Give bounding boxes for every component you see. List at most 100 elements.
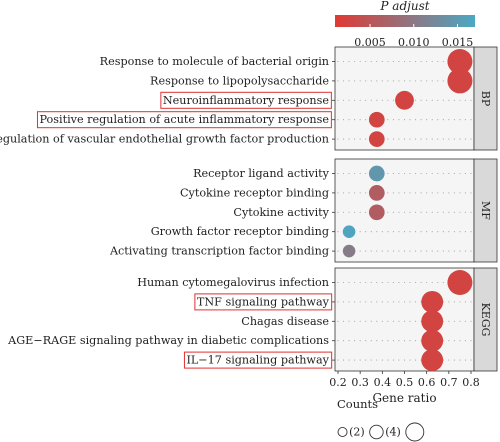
grid-dot bbox=[470, 301, 472, 303]
grid-dot bbox=[337, 320, 339, 322]
grid-dot bbox=[437, 99, 439, 101]
grid-dot bbox=[453, 172, 455, 175]
grid-dot bbox=[459, 192, 461, 194]
grid-dot bbox=[431, 60, 433, 63]
data-point bbox=[368, 185, 385, 201]
grid-dot bbox=[409, 80, 411, 82]
term-label: AGE−RAGE signaling pathway in diabetic c… bbox=[7, 334, 329, 347]
grid-dot bbox=[448, 231, 450, 233]
grid-dot bbox=[337, 80, 339, 82]
grid-dot bbox=[342, 138, 345, 140]
data-point bbox=[368, 204, 385, 221]
grid-dot bbox=[392, 359, 394, 361]
grid-dot bbox=[409, 60, 411, 63]
size-legend-label: (2) bbox=[349, 426, 365, 439]
grid-dot bbox=[398, 192, 400, 194]
grid-dot bbox=[348, 192, 350, 194]
grid-dot bbox=[403, 119, 406, 121]
grid-dot bbox=[464, 172, 467, 175]
grid-dot bbox=[342, 119, 345, 121]
grid-dot bbox=[398, 281, 400, 284]
grid-dot bbox=[376, 250, 378, 252]
grid-dot bbox=[420, 211, 422, 213]
grid-dot bbox=[365, 99, 367, 101]
grid-dot bbox=[365, 340, 367, 342]
grid-dot bbox=[409, 281, 411, 284]
grid-dot bbox=[359, 320, 361, 322]
grid-dot bbox=[337, 60, 339, 63]
grid-dot bbox=[359, 80, 361, 82]
grid-dot bbox=[392, 211, 394, 213]
grid-dot bbox=[442, 119, 444, 121]
grid-dot bbox=[376, 80, 378, 82]
grid-dot bbox=[392, 60, 394, 63]
grid-dot bbox=[437, 231, 439, 233]
grid-dot bbox=[415, 359, 417, 361]
grid-dot bbox=[376, 231, 378, 233]
data-point bbox=[368, 165, 385, 182]
grid-dot bbox=[359, 301, 361, 303]
grid-dot bbox=[354, 359, 356, 361]
grid-dot bbox=[354, 320, 356, 322]
grid-dot bbox=[387, 80, 389, 82]
grid-dot bbox=[359, 138, 361, 140]
size-legend-title: Counts bbox=[337, 397, 378, 411]
grid-dot bbox=[464, 211, 467, 213]
grid-dot bbox=[398, 119, 400, 121]
grid-dot bbox=[426, 80, 428, 82]
grid-dot bbox=[359, 192, 361, 194]
grid-dot bbox=[403, 172, 406, 175]
grid-dot bbox=[403, 231, 406, 233]
data-point bbox=[421, 310, 444, 333]
grid-dot bbox=[337, 192, 339, 194]
grid-dot bbox=[337, 211, 339, 213]
grid-dot bbox=[415, 99, 417, 101]
grid-dot bbox=[348, 99, 350, 101]
grid-dot bbox=[453, 192, 455, 194]
grid-dot bbox=[370, 60, 372, 63]
grid-dot bbox=[337, 250, 339, 252]
term-label: Neuroinflammatory response bbox=[163, 94, 330, 107]
grid-dot bbox=[365, 192, 367, 194]
grid-dot bbox=[365, 119, 367, 121]
grid-dot bbox=[403, 281, 406, 284]
data-point bbox=[447, 68, 473, 94]
grid-dot bbox=[359, 172, 361, 175]
grid-dot bbox=[470, 340, 472, 342]
grid-dot bbox=[348, 211, 350, 213]
grid-dot bbox=[470, 119, 472, 121]
size-legend-circle bbox=[369, 424, 384, 440]
term-label: Positive regulation of acute inflammator… bbox=[39, 113, 329, 126]
grid-dot bbox=[442, 231, 444, 233]
grid-dot bbox=[453, 250, 455, 252]
grid-dot bbox=[459, 301, 461, 303]
grid-dot bbox=[348, 359, 350, 361]
grid-dot bbox=[387, 301, 389, 303]
grid-dot bbox=[420, 60, 422, 63]
grid-dot bbox=[459, 320, 461, 322]
term-highlight-box bbox=[36, 111, 332, 129]
grid-dot bbox=[420, 99, 422, 101]
grid-dot bbox=[342, 301, 345, 303]
grid-dot bbox=[437, 172, 439, 175]
grid-dot bbox=[426, 281, 428, 284]
colorbar: P adjust 0.005 0.010 0.015 bbox=[335, 0, 475, 49]
grid-dot bbox=[431, 192, 433, 194]
grid-dot bbox=[437, 192, 439, 194]
grid-dot bbox=[387, 192, 389, 194]
grid-dot bbox=[398, 172, 400, 175]
grid-dot bbox=[415, 340, 417, 342]
grid-dot bbox=[459, 99, 461, 101]
grid-dot bbox=[470, 138, 472, 140]
grid-dot bbox=[392, 192, 394, 194]
grid-dot bbox=[420, 80, 422, 82]
data-point bbox=[342, 225, 356, 238]
data-point bbox=[447, 49, 473, 74]
x-tick-label: 0.4 bbox=[374, 376, 392, 389]
term-label: Response to molecule of bacterial origin bbox=[100, 55, 329, 68]
grid-dot bbox=[409, 320, 411, 322]
grid-dot bbox=[442, 192, 444, 194]
grid-dot bbox=[415, 138, 417, 140]
grid-dot bbox=[337, 231, 339, 233]
